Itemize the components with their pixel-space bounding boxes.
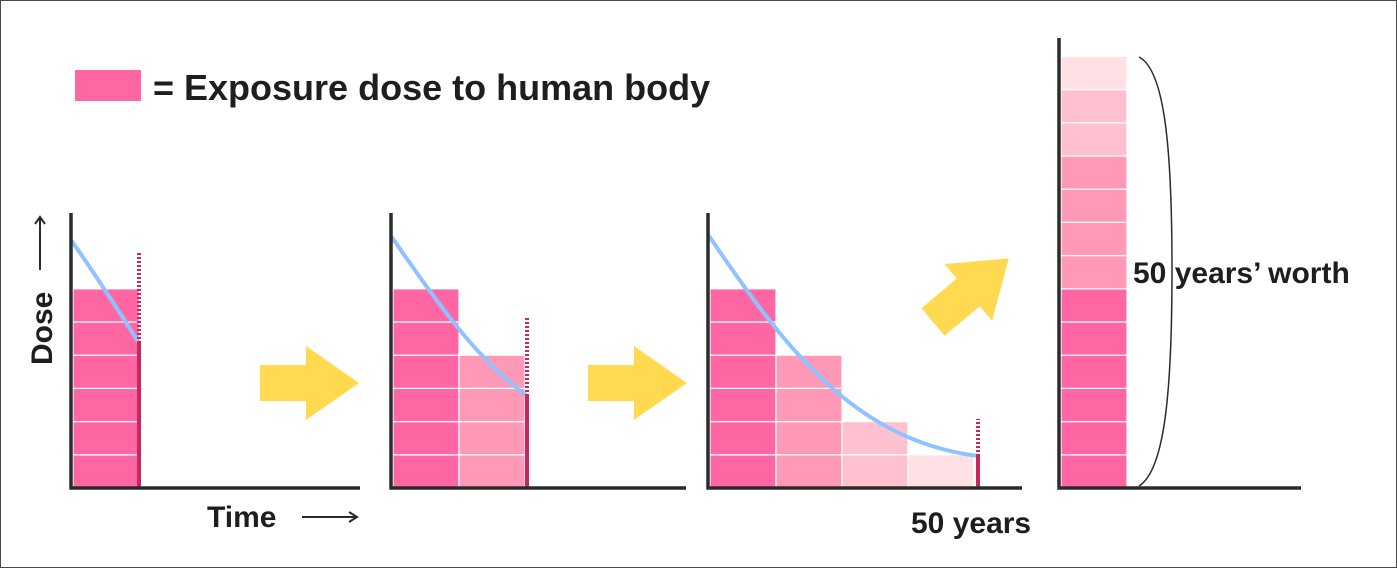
- decay-curve: [389, 234, 529, 398]
- stacked-dose-block: [1060, 321, 1128, 356]
- dose-block: [709, 387, 777, 423]
- fifty-years-worth-label: 50 years’ worth: [1133, 257, 1350, 290]
- stacked-dose-block: [1060, 155, 1128, 190]
- stacked-dose-block: [1060, 354, 1128, 390]
- decay-curve: [69, 238, 141, 345]
- y-axis-arrow-head: [34, 215, 46, 225]
- stacked-dose-block: [1060, 55, 1128, 91]
- stacked-dose-block: [1060, 188, 1128, 223]
- dose-block: [458, 421, 526, 456]
- dose-block: [775, 421, 843, 456]
- x-axis-label: Time: [207, 501, 276, 534]
- dose-block: [458, 354, 526, 390]
- dose-block: [709, 454, 777, 489]
- panel-axis: [706, 213, 1022, 490]
- x-axis-arrow-head: [348, 511, 359, 523]
- dose-block: [709, 321, 777, 356]
- fifty-years-label: 50 years: [911, 507, 1031, 540]
- stacked-dose-block: [1060, 421, 1128, 456]
- legend-label: = Exposure dose to human body: [153, 67, 710, 108]
- stacked-dose-block: [1060, 221, 1128, 257]
- y-axis-label-group: Dose: [26, 292, 59, 365]
- step-arrow: [921, 258, 1009, 336]
- legend-swatch: [75, 70, 141, 101]
- panel-axis: [389, 213, 686, 490]
- step-arrow: [260, 346, 359, 420]
- dose-block: [841, 421, 909, 456]
- panels-group: [69, 38, 1301, 490]
- dose-block: [72, 421, 140, 456]
- step-arrow: [588, 346, 687, 420]
- stacked-dose-block: [1060, 255, 1128, 290]
- dose-block: [841, 454, 909, 489]
- dose-block: [392, 321, 460, 356]
- dose-block: [775, 454, 843, 489]
- panel-axis: [69, 213, 360, 490]
- dose-block: [72, 387, 140, 423]
- panel-axis: [1057, 38, 1301, 490]
- dose-block: [775, 354, 843, 390]
- stacked-dose-block: [1060, 122, 1128, 157]
- dose-block: [709, 354, 777, 390]
- dose-block: [458, 387, 526, 423]
- stacked-dose-block: [1060, 288, 1128, 323]
- dose-block: [709, 421, 777, 456]
- stacked-dose-block: [1060, 88, 1128, 124]
- dose-block: [392, 454, 460, 489]
- dose-block: [72, 354, 140, 390]
- dose-block: [72, 454, 140, 489]
- stacked-dose-block: [1060, 454, 1128, 489]
- dose-block: [392, 354, 460, 390]
- decay-curve: [707, 234, 979, 458]
- dose-block: [775, 387, 843, 423]
- stacked-dose-block: [1060, 387, 1128, 423]
- y-axis-label: Dose: [26, 292, 59, 365]
- dose-block: [458, 454, 526, 489]
- bracket: [1138, 56, 1173, 487]
- dose-block: [392, 421, 460, 456]
- dose-block: [392, 387, 460, 423]
- dose-block: [907, 454, 975, 489]
